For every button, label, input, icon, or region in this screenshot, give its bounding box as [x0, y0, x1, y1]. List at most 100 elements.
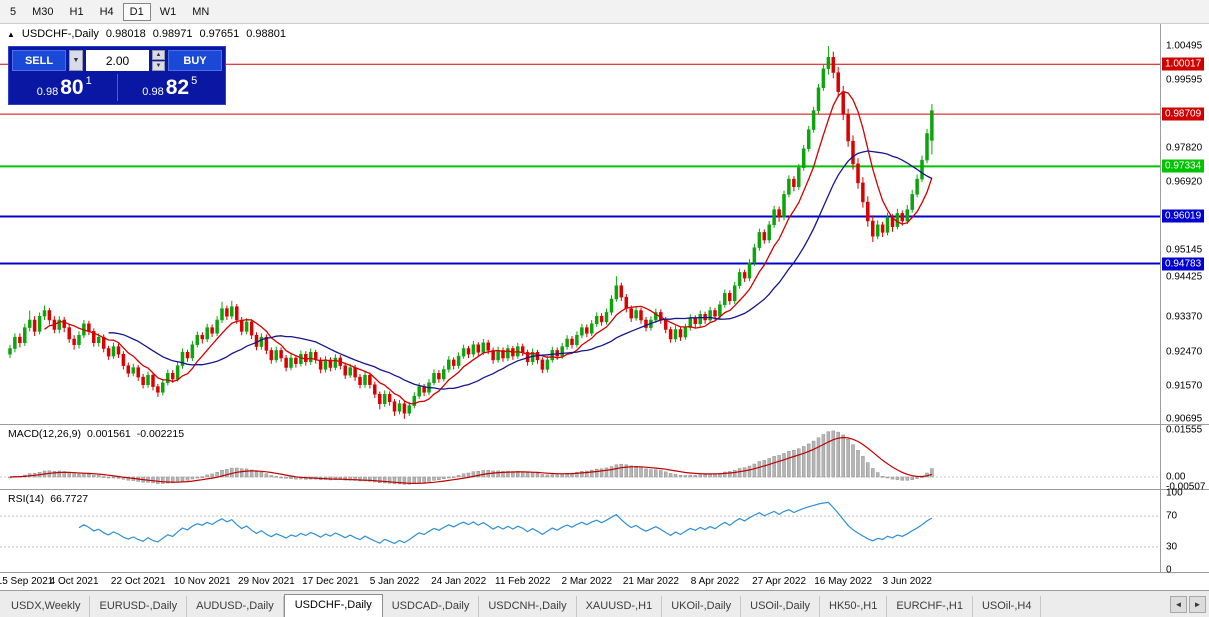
sell-price-big: 80: [60, 76, 84, 99]
sell-price[interactable]: 0.98 80 1: [12, 74, 118, 101]
rsi-label: RSI(14) 66.7727: [8, 493, 88, 505]
macd-histogram: [8, 430, 934, 485]
panel-resize-handle[interactable]: [0, 489, 1209, 490]
date-label: 4 Oct 2021: [49, 576, 99, 587]
timeframe-button-mn[interactable]: MN: [192, 5, 210, 18]
rsi-line: [78, 501, 933, 545]
price-tick: 0.93370: [1166, 311, 1203, 323]
chart-tab[interactable]: HK50-,H1: [820, 596, 888, 617]
spinner-up-icon[interactable]: ▲: [152, 50, 165, 60]
ma-line-8: [44, 90, 933, 405]
price-line-badge: 0.97334: [1162, 159, 1205, 173]
chart-tab[interactable]: UKOil-,Daily: [662, 596, 742, 617]
date-label: 11 Feb 2022: [495, 576, 551, 587]
chart-tab[interactable]: EURUSD-,Daily: [90, 596, 188, 617]
price-tick: 0.99595: [1166, 74, 1203, 86]
chart-tab[interactable]: USOil-,H4: [973, 596, 1042, 617]
buy-button[interactable]: BUY: [168, 50, 222, 71]
price-tick: 0.96920: [1166, 176, 1203, 188]
rsi-indicator-chart[interactable]: [0, 490, 1160, 572]
price-axis-divider: [1160, 24, 1161, 573]
date-label: 10 Nov 2021: [173, 576, 231, 587]
chart-window: ▲ USDCHF-,Daily 0.98018 0.98971 0.97651 …: [0, 24, 1209, 590]
macd-axis-tick: 0.01555: [1166, 424, 1203, 436]
spinner-down-icon[interactable]: ▼: [152, 61, 165, 71]
date-label: 27 Apr 2022: [752, 576, 807, 587]
chart-tab[interactable]: EURCHF-,H1: [887, 596, 973, 617]
panel-resize-handle[interactable]: [0, 572, 1209, 573]
buy-price[interactable]: 0.98 82 5: [118, 74, 223, 101]
low-value: 0.97651: [199, 28, 240, 40]
timeframe-button-5[interactable]: 5: [10, 5, 17, 18]
one-click-trading-panel: SELL ▼ 2.00 ▲ ▼ BUY 0.98 80 1 0.98 82 5: [8, 46, 226, 105]
symbol-label: USDCHF-,Daily: [21, 28, 99, 40]
date-label: 24 Jan 2022: [431, 576, 487, 587]
ma-line-21: [108, 150, 933, 390]
price-line-badge: 0.94783: [1162, 257, 1205, 271]
date-label: 16 May 2022: [814, 576, 873, 587]
date-label: 22 Oct 2021: [110, 576, 166, 587]
date-label: 29 Nov 2021: [238, 576, 295, 587]
volume-dropdown-icon[interactable]: ▼: [69, 50, 83, 71]
timeframe-button-w1[interactable]: W1: [159, 5, 177, 18]
timeframe-button-d1[interactable]: D1: [122, 2, 151, 21]
price-tick: 1.00495: [1166, 40, 1203, 52]
timeframe-button-h1[interactable]: H1: [69, 5, 84, 18]
price-line-badge: 0.98709: [1162, 107, 1205, 121]
timeframe-button-h4[interactable]: H4: [99, 5, 114, 18]
timeframe-button-m30[interactable]: M30: [32, 5, 54, 18]
tab-scroll-left-icon[interactable]: ◄: [1170, 596, 1187, 613]
macd-axis-tick: -0.00507: [1166, 481, 1206, 493]
buy-price-big: 82: [165, 76, 190, 99]
rsi-axis-tick: 100: [1166, 487, 1183, 499]
horizontal-level-lines: [0, 63, 1160, 265]
macd-axis-tick: 0.00: [1166, 471, 1186, 483]
macd-name: MACD(12,26,9): [8, 428, 81, 440]
chart-tab-bar: USDX,Weekly EURUSD-,Daily AUDUSD-,Daily USD…: [0, 590, 1209, 617]
chart-tab[interactable]: AUDUSD-,Daily: [187, 596, 284, 617]
macd-signal-line: [9, 436, 933, 485]
collapse-icon[interactable]: ▲: [7, 29, 15, 39]
macd-signal-value: -0.002215: [136, 428, 185, 440]
macd-label: MACD(12,26,9) 0.001561 -0.002215: [8, 428, 184, 440]
price-tick: 0.90695: [1166, 413, 1203, 425]
price-tick: 0.92470: [1166, 346, 1203, 358]
volume-spinner[interactable]: ▲ ▼: [152, 50, 165, 71]
price-tick: 0.91570: [1166, 380, 1203, 392]
chart-tab[interactable]: USOil-,Daily: [741, 596, 821, 617]
open-value: 0.98018: [105, 28, 146, 40]
date-label: 8 Apr 2022: [690, 576, 740, 587]
main-price-chart[interactable]: [0, 24, 1160, 424]
chart-tab[interactable]: USDCHF-,Daily: [283, 594, 383, 617]
timeframe-toolbar: 5 M30 H1 H4 D1 W1 MN: [0, 0, 1209, 24]
macd-main-value: 0.001561: [86, 428, 131, 440]
chart-tab[interactable]: USDX,Weekly: [2, 596, 91, 617]
rsi-axis-tick: 0: [1166, 564, 1172, 576]
buy-price-sup: 5: [191, 75, 198, 87]
price-line-badge: 0.96019: [1162, 209, 1205, 223]
buy-price-prefix: 0.98: [142, 86, 164, 98]
price-axis[interactable]: 1.00495 0.99595 0.97820 0.96920 0.95145 0.944…: [1161, 24, 1209, 590]
high-value: 0.98971: [152, 28, 193, 40]
chart-tab[interactable]: USDCAD-,Daily: [383, 596, 480, 617]
sell-price-prefix: 0.98: [36, 86, 59, 98]
macd-indicator-chart[interactable]: [0, 426, 1160, 488]
chart-tab[interactable]: XAUUSD-,H1: [577, 596, 663, 617]
chart-tab[interactable]: USDCNH-,Daily: [479, 596, 577, 617]
date-label: 2 Mar 2022: [561, 576, 613, 587]
price-line-badge: 1.00017: [1162, 57, 1205, 71]
sell-button[interactable]: SELL: [12, 50, 66, 71]
volume-input[interactable]: 2.00: [86, 50, 149, 71]
rsi-axis-tick: 30: [1166, 541, 1178, 553]
date-label: 5 Jan 2022: [369, 576, 420, 587]
tab-scroll-arrows: ◄ ►: [1170, 596, 1206, 613]
rsi-value: 66.7727: [50, 493, 89, 505]
rsi-name: RSI(14): [8, 493, 45, 505]
date-label: 15 Sep 2021: [0, 576, 54, 587]
sell-price-sup: 1: [85, 75, 92, 87]
date-label: 17 Dec 2021: [302, 576, 359, 587]
date-axis[interactable]: 15 Sep 2021 4 Oct 2021 22 Oct 2021 10 Nov 2…: [0, 573, 1160, 590]
date-label: 21 Mar 2022: [622, 576, 679, 587]
tab-scroll-right-icon[interactable]: ►: [1189, 596, 1206, 613]
panel-resize-handle[interactable]: [0, 424, 1209, 425]
